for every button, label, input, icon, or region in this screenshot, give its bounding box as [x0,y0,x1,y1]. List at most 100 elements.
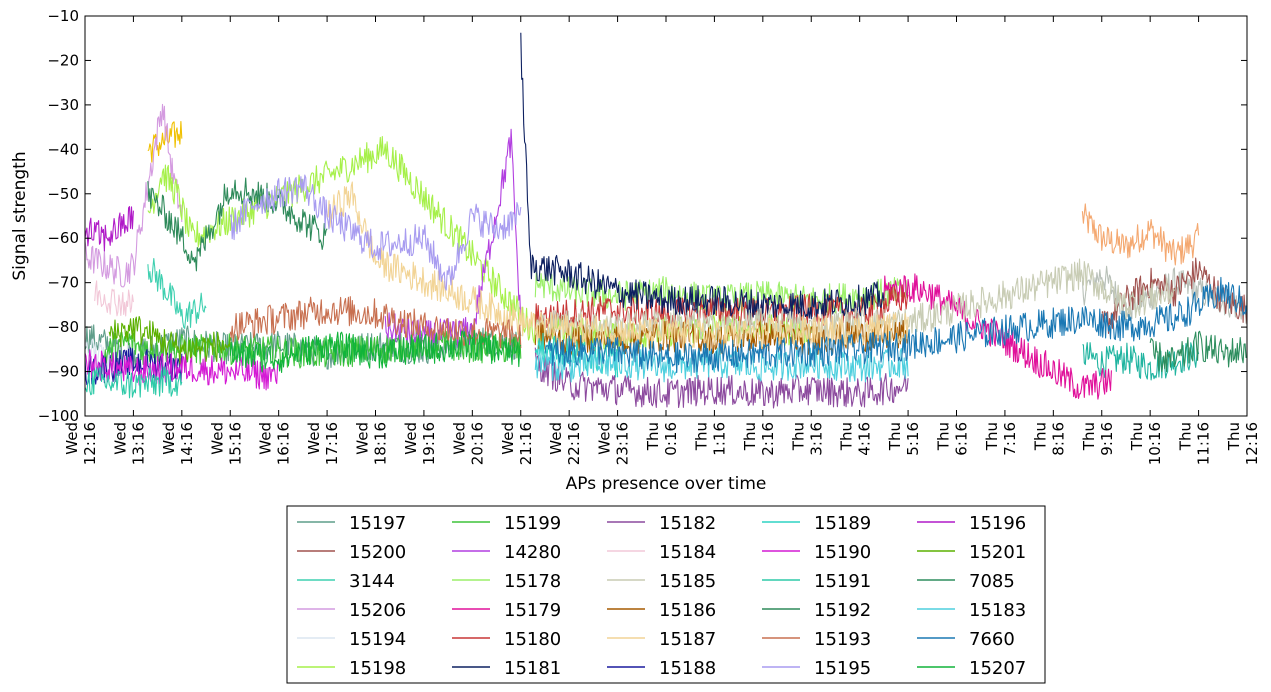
legend-item-15189: 15189 [762,513,871,534]
x-tick-day: Thu [1080,422,1098,451]
legend-item-14280: 14280 [452,542,561,563]
series-line-15193 [229,296,522,350]
y-tick-label: −60 [47,229,79,247]
x-tick-day: Wed [63,422,81,455]
y-tick-label: −10 [47,7,79,25]
legend-item-15196: 15196 [917,513,1026,534]
x-tick-day: Thu [741,422,759,451]
legend-label: 15197 [349,513,406,534]
x-tick-label: Thu 4:16 [838,422,874,456]
x-axis-label: APs presence over time [566,474,767,494]
x-tick-day: Wed [160,422,178,455]
x-tick-time: 6:16 [953,422,971,456]
x-tick-time: 1:16 [710,422,728,456]
legend-item-15198: 15198 [297,658,406,679]
x-tick-label: Thu 1:16 [692,422,728,456]
legend-item-15200: 15200 [297,542,406,563]
x-tick-label: Wed 14:16 [160,422,196,465]
legend-label: 15196 [969,513,1026,534]
legend-item-15184: 15184 [607,542,716,563]
legend-item-15181: 15181 [452,658,561,679]
x-tick-day: Thu [692,422,710,451]
x-tick-label: Wed 12:16 [63,422,99,465]
y-tick-label: −80 [47,318,79,336]
x-tick-time: 7:16 [1001,422,1019,456]
legend-label: 15190 [814,542,871,563]
series-line-15183 [534,346,909,383]
x-tick-day: Thu [935,422,953,451]
series-line-15195 [229,174,522,291]
x-tick-day: Wed [208,422,226,455]
y-tick-label: −100 [38,407,79,425]
legend-label: 15178 [504,571,561,592]
x-tick-label: Thu 3:16 [789,422,825,456]
y-tick-label: −90 [47,363,79,381]
series-line-7660 [544,276,1247,374]
legend-item-15193: 15193 [762,629,871,650]
x-tick-label: Wed 13:16 [111,422,147,465]
x-tick-time: 15:16 [226,422,244,465]
x-tick-time: 12:16 [81,422,99,465]
y-axis: −100 −90 −80 −70 −60 −50 −40 −30 −20 −10 [38,7,1247,425]
x-tick-time: 17:16 [323,422,341,465]
legend-item-15192: 15192 [762,600,871,621]
x-tick-time: 23:16 [614,422,632,465]
legend-label: 15198 [349,658,406,679]
x-tick-time: 5:16 [904,422,922,456]
legend-label: 15179 [504,600,561,621]
x-tick-label: Thu 0:16 [644,422,680,456]
legend-item-15207: 15207 [917,658,1026,679]
x-tick-label: Wed 23:16 [596,422,632,465]
series-line-7085 [1149,330,1247,373]
legend-item-15179: 15179 [452,600,561,621]
legend-label: 3144 [349,571,395,592]
legend-item-15187: 15187 [607,629,716,650]
series-line-15192 [147,177,328,272]
legend-label: 15192 [814,600,871,621]
x-tick-time: 10:16 [1146,422,1164,465]
x-tick-day: Thu [838,422,856,451]
legend-item-3144: 3144 [297,571,395,592]
x-tick-label: Wed 17:16 [305,422,341,465]
legend-label: 15184 [659,542,716,563]
legend-item-15185: 15185 [607,571,716,592]
x-tick-day: Thu [1225,422,1243,451]
legend-item-15194: 15194 [297,629,406,650]
x-tick-day: Wed [402,422,420,455]
x-tick-label: Wed 20:16 [450,422,486,465]
legend-item-15197: 15197 [297,513,406,534]
x-tick-time: 3:16 [807,422,825,456]
x-tick-day: Wed [305,422,323,455]
legend-label: 15183 [969,600,1026,621]
legend-label: 15185 [659,571,716,592]
legend-label: 15187 [659,629,716,650]
series-line-15206 [85,103,183,288]
x-tick-label: Wed 22:16 [547,422,583,465]
legend: 15197 15200 3144 15206 15194 15198 15199 14280 1… [286,505,1046,684]
legend-label: 15181 [504,658,561,679]
x-tick-time: 16:16 [275,422,293,465]
legend-label: 7660 [969,629,1015,650]
series-line-3144 [147,257,207,329]
x-tick-time: 11:16 [1195,422,1213,465]
legend-label: 15189 [814,513,871,534]
x-tick-label: Thu 6:16 [935,422,971,456]
legend-item-15199: 15199 [452,513,561,534]
x-tick-day: Thu [1177,422,1195,451]
legend-item-7085: 7085 [917,571,1015,592]
series-line-15207 [229,329,522,374]
legend-item-15190: 15190 [762,542,871,563]
series-line-15184 [94,280,134,317]
x-tick-time: 4:16 [856,422,874,456]
x-tick-time: 12:16 [1243,422,1261,465]
legend-label: 15191 [814,571,871,592]
series-line-15181 [520,32,885,321]
legend-box [286,505,1046,684]
legend-label: 15188 [659,658,716,679]
legend-label: 15195 [814,658,871,679]
legend-item-15188: 15188 [607,658,716,679]
series-line-15191 [85,366,183,399]
legend-label: 15182 [659,513,716,534]
